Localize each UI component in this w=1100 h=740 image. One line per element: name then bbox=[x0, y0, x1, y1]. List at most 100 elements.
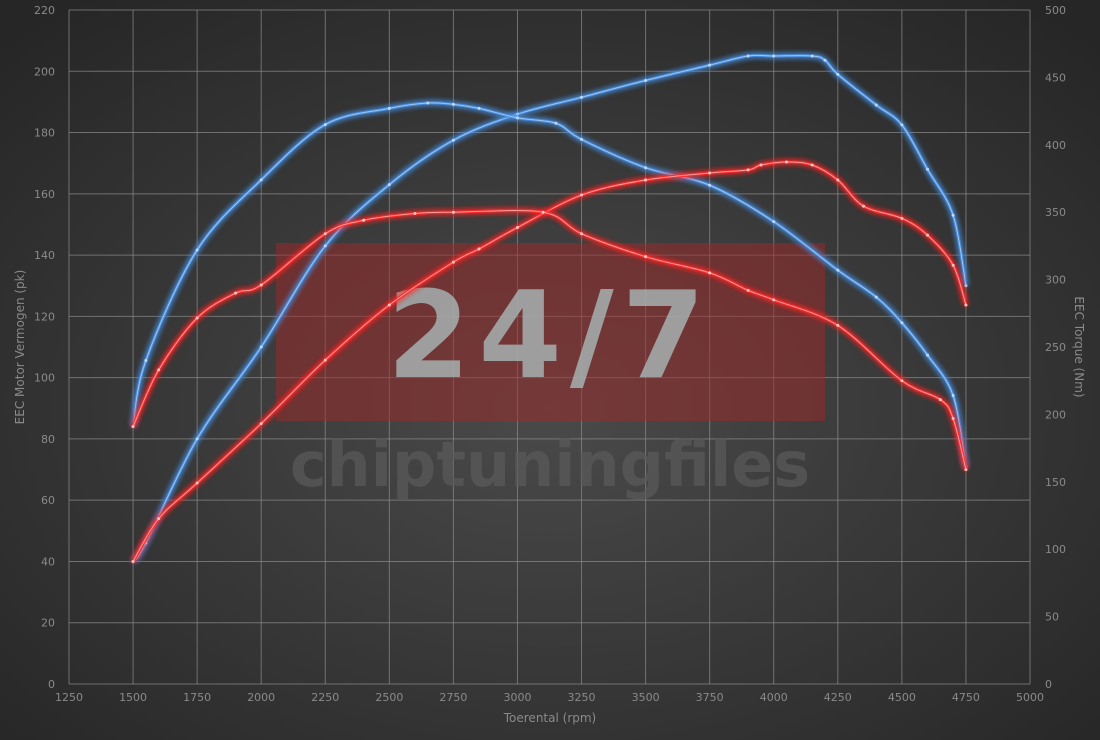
data-point bbox=[644, 178, 648, 182]
y-right-tick-label: 250 bbox=[1045, 341, 1066, 354]
watermark-badge-text: 24/7 bbox=[387, 267, 713, 406]
data-point bbox=[195, 316, 199, 320]
data-point bbox=[259, 283, 263, 287]
data-point bbox=[259, 178, 263, 182]
data-point bbox=[785, 160, 789, 164]
data-point bbox=[951, 394, 955, 398]
data-point bbox=[900, 321, 904, 325]
data-point bbox=[387, 183, 391, 187]
data-point bbox=[708, 183, 712, 187]
x-tick-label: 4500 bbox=[888, 691, 916, 704]
data-point bbox=[234, 291, 238, 295]
y-left-tick-label: 40 bbox=[41, 555, 55, 568]
data-point bbox=[387, 303, 391, 307]
tuned-torque-line-core bbox=[132, 102, 967, 468]
data-point bbox=[746, 54, 750, 58]
x-tick-label: 1500 bbox=[119, 691, 147, 704]
data-point bbox=[861, 204, 865, 208]
y-left-tick-label: 120 bbox=[34, 310, 55, 323]
data-point bbox=[925, 233, 929, 237]
data-point bbox=[131, 425, 135, 429]
tick-labels: 1250 1500 1750 2000 2250 2500 2750 3000 3250 3500… bbox=[34, 4, 1066, 704]
y-right-tick-label: 150 bbox=[1045, 476, 1066, 489]
x-tick-label: 2500 bbox=[375, 691, 403, 704]
data-point bbox=[874, 295, 878, 299]
data-point bbox=[925, 167, 929, 171]
data-point bbox=[323, 358, 327, 362]
data-point bbox=[810, 163, 814, 167]
data-point bbox=[836, 72, 840, 76]
data-point bbox=[708, 271, 712, 275]
data-point bbox=[759, 163, 763, 167]
data-point bbox=[362, 218, 366, 222]
data-point bbox=[772, 220, 776, 224]
data-point bbox=[938, 398, 942, 402]
y-left-tick-label: 60 bbox=[41, 494, 55, 507]
data-point bbox=[387, 106, 391, 110]
y-left-tick-label: 20 bbox=[41, 617, 55, 630]
y-right-tick-label: 300 bbox=[1045, 274, 1066, 287]
data-point bbox=[195, 248, 199, 252]
x-tick-label: 5000 bbox=[1016, 691, 1044, 704]
y-right-tick-label: 450 bbox=[1045, 71, 1066, 84]
x-tick-label: 3500 bbox=[632, 691, 660, 704]
data-point bbox=[900, 379, 904, 383]
data-point bbox=[836, 178, 840, 182]
y-right-tick-label: 500 bbox=[1045, 4, 1066, 17]
data-point bbox=[259, 345, 263, 349]
y-left-tick-label: 0 bbox=[48, 678, 55, 691]
watermark-brand-text: chiptuningfiles bbox=[290, 428, 810, 501]
data-point bbox=[951, 263, 955, 267]
x-tick-label: 4250 bbox=[824, 691, 852, 704]
data-point bbox=[426, 101, 430, 105]
grid bbox=[68, 9, 1031, 685]
data-point bbox=[772, 298, 776, 302]
x-tick-label: 3250 bbox=[568, 691, 596, 704]
data-point bbox=[131, 559, 135, 563]
data-point bbox=[157, 368, 161, 372]
data-point bbox=[951, 416, 955, 420]
data-point bbox=[708, 63, 712, 67]
data-point bbox=[323, 232, 327, 236]
data-point bbox=[951, 213, 955, 217]
data-point bbox=[772, 54, 776, 58]
y-right-tick-label: 0 bbox=[1045, 678, 1052, 691]
x-tick-label: 1750 bbox=[183, 691, 211, 704]
data-point bbox=[451, 102, 455, 106]
data-point bbox=[964, 303, 968, 307]
x-tick-label: 2000 bbox=[247, 691, 275, 704]
data-point bbox=[644, 78, 648, 82]
data-point bbox=[900, 123, 904, 127]
x-tick-label: 2250 bbox=[311, 691, 339, 704]
y-left-tick-label: 100 bbox=[34, 372, 55, 385]
data-point bbox=[580, 193, 584, 197]
x-tick-label: 3750 bbox=[696, 691, 724, 704]
data-point bbox=[925, 353, 929, 357]
data-point bbox=[810, 54, 814, 58]
data-point bbox=[515, 116, 519, 120]
data-point bbox=[323, 123, 327, 127]
data-point bbox=[836, 268, 840, 272]
data-point bbox=[964, 468, 968, 472]
x-tick-label: 1250 bbox=[55, 691, 83, 704]
y-left-axis-label: EEC Motor Vermogen (pk) bbox=[13, 270, 27, 425]
data-point bbox=[746, 168, 750, 172]
data-point bbox=[515, 226, 519, 230]
x-tick-label: 4000 bbox=[760, 691, 788, 704]
data-point bbox=[823, 58, 827, 62]
y-right-tick-label: 350 bbox=[1045, 206, 1066, 219]
data-point bbox=[541, 210, 545, 214]
data-point bbox=[580, 137, 584, 141]
y-right-axis-label: EEC Torque (Nm) bbox=[1072, 296, 1086, 397]
series-group bbox=[131, 53, 968, 563]
y-left-tick-label: 180 bbox=[34, 127, 55, 140]
y-right-tick-label: 100 bbox=[1045, 543, 1066, 556]
data-point bbox=[580, 95, 584, 99]
data-point bbox=[259, 422, 263, 426]
data-point bbox=[451, 138, 455, 142]
data-point bbox=[515, 112, 519, 116]
data-point bbox=[554, 121, 558, 125]
watermark-logo: 24/7 chiptuningfiles bbox=[276, 243, 825, 501]
